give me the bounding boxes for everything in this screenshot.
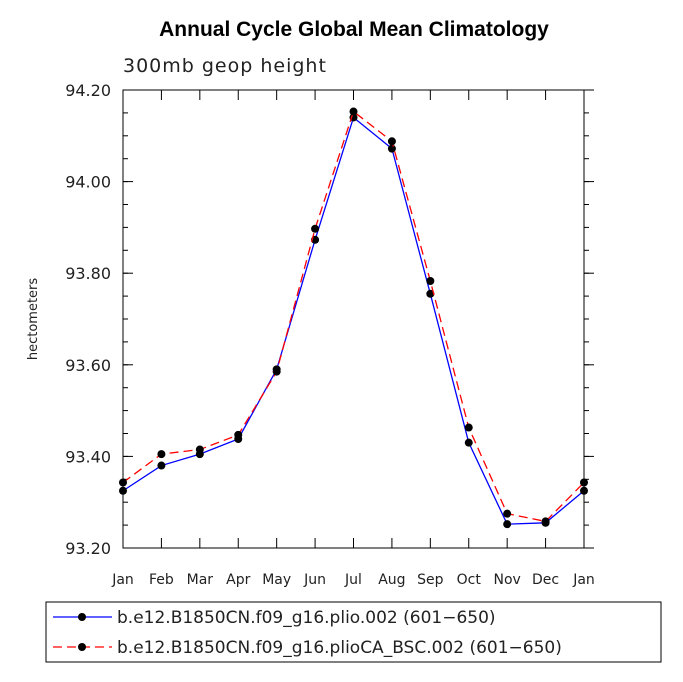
legend-label-2: b.e12.B1850CN.f09_g16.plioCA_BSC.002 (60… bbox=[117, 638, 562, 658]
series-2-point bbox=[195, 445, 204, 454]
y-tick-label: 94.00 bbox=[65, 173, 111, 192]
axis-ticks: 93.20 93.40 93.60 93.80 94.00 94.20 Jan Feb Mar A… bbox=[65, 81, 595, 588]
series-2-point bbox=[541, 517, 550, 526]
series-2-point bbox=[349, 107, 358, 116]
series-1-point bbox=[580, 486, 588, 495]
y-tick-label: 94.20 bbox=[65, 81, 111, 100]
x-tick-label: Jan bbox=[111, 572, 134, 588]
series-2-point bbox=[503, 509, 512, 518]
series-2-point bbox=[580, 478, 588, 487]
plot-frame bbox=[122, 89, 585, 549]
series-2-point bbox=[157, 450, 166, 459]
x-tick-label: Jan bbox=[572, 572, 595, 588]
chart-title: Annual Cycle Global Mean Climatology bbox=[159, 18, 549, 41]
y-tick-label: 93.20 bbox=[65, 539, 111, 558]
x-tick-label: Jul bbox=[344, 572, 362, 588]
series-2-point bbox=[311, 224, 320, 233]
x-tick-label: Sep bbox=[417, 572, 444, 588]
y-axis-label: hectometers bbox=[26, 278, 41, 361]
x-tick-label: Oct bbox=[457, 572, 482, 588]
x-tick-label: Apr bbox=[226, 572, 250, 588]
series-1-point bbox=[387, 144, 396, 153]
series-1-point bbox=[119, 486, 127, 495]
legend-marker-2 bbox=[78, 643, 86, 651]
series-1-point bbox=[157, 461, 166, 470]
y-tick-label: 93.40 bbox=[65, 447, 111, 466]
series-line-2 bbox=[122, 110, 585, 523]
y-tick-label: 93.60 bbox=[65, 356, 111, 375]
series-1-point bbox=[464, 438, 473, 447]
series-1-point bbox=[503, 520, 512, 529]
legend-label-1: b.e12.B1850CN.f09_g16.plio.002 (601−650) bbox=[117, 608, 496, 628]
x-tick-label: Aug bbox=[378, 572, 405, 588]
chart-subtitle: 300mb geop height bbox=[123, 55, 327, 77]
series-line-1 bbox=[122, 116, 585, 525]
x-tick-label: May bbox=[262, 572, 291, 588]
series-2-point bbox=[272, 367, 281, 376]
x-tick-label: Feb bbox=[149, 572, 174, 588]
x-tick-label: Jun bbox=[303, 572, 326, 588]
series-2-point bbox=[119, 478, 127, 487]
series-layer bbox=[119, 107, 588, 529]
series-2-point bbox=[387, 137, 396, 146]
series-1-point bbox=[426, 289, 435, 298]
y-tick-label: 93.80 bbox=[65, 264, 111, 283]
x-tick-label: Nov bbox=[494, 572, 521, 588]
series-2-point bbox=[234, 430, 243, 439]
series-2-point bbox=[426, 276, 435, 285]
series-2-point bbox=[464, 423, 473, 432]
x-tick-label: Mar bbox=[187, 572, 214, 588]
legend: b.e12.B1850CN.f09_g16.plio.002 (601−650)… bbox=[45, 601, 662, 663]
legend-box bbox=[45, 601, 662, 663]
legend-marker-1 bbox=[78, 613, 86, 621]
x-tick-label: Dec bbox=[532, 572, 559, 588]
